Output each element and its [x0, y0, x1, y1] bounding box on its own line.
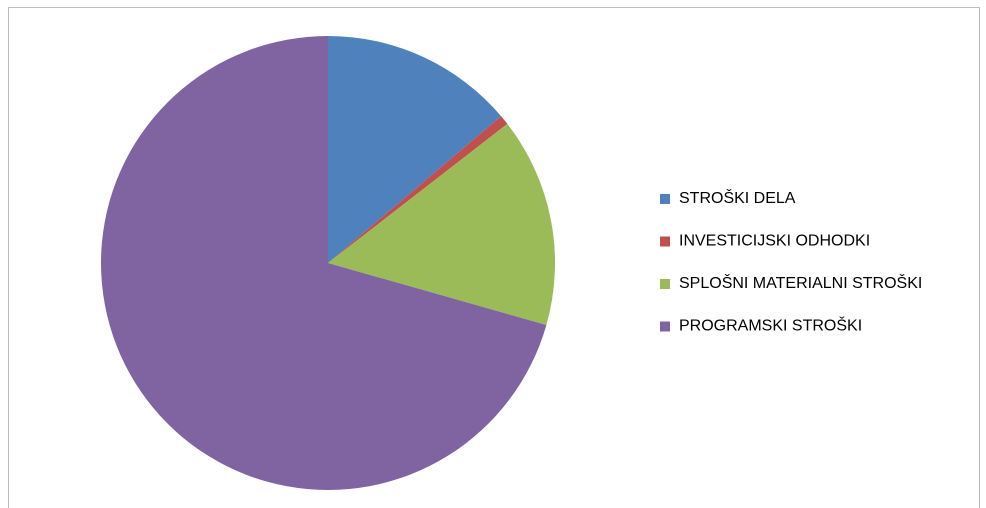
legend-label: SPLOŠNI MATERIALNI STROŠKI	[679, 273, 922, 292]
legend-swatch	[660, 321, 670, 332]
pie-slice	[328, 123, 555, 325]
legend-swatch	[660, 194, 670, 204]
legend-label: STROŠKI DELA	[679, 188, 796, 207]
legend-swatch	[660, 279, 670, 289]
pie-slice	[328, 36, 502, 263]
legend-label: PROGRAMSKI STROŠKI	[679, 316, 862, 335]
pie-slice	[101, 36, 547, 490]
pie-slice	[328, 116, 508, 264]
legend-label: INVESTICIJSKI ODHODKI	[679, 233, 870, 250]
legend-swatch	[660, 236, 670, 247]
